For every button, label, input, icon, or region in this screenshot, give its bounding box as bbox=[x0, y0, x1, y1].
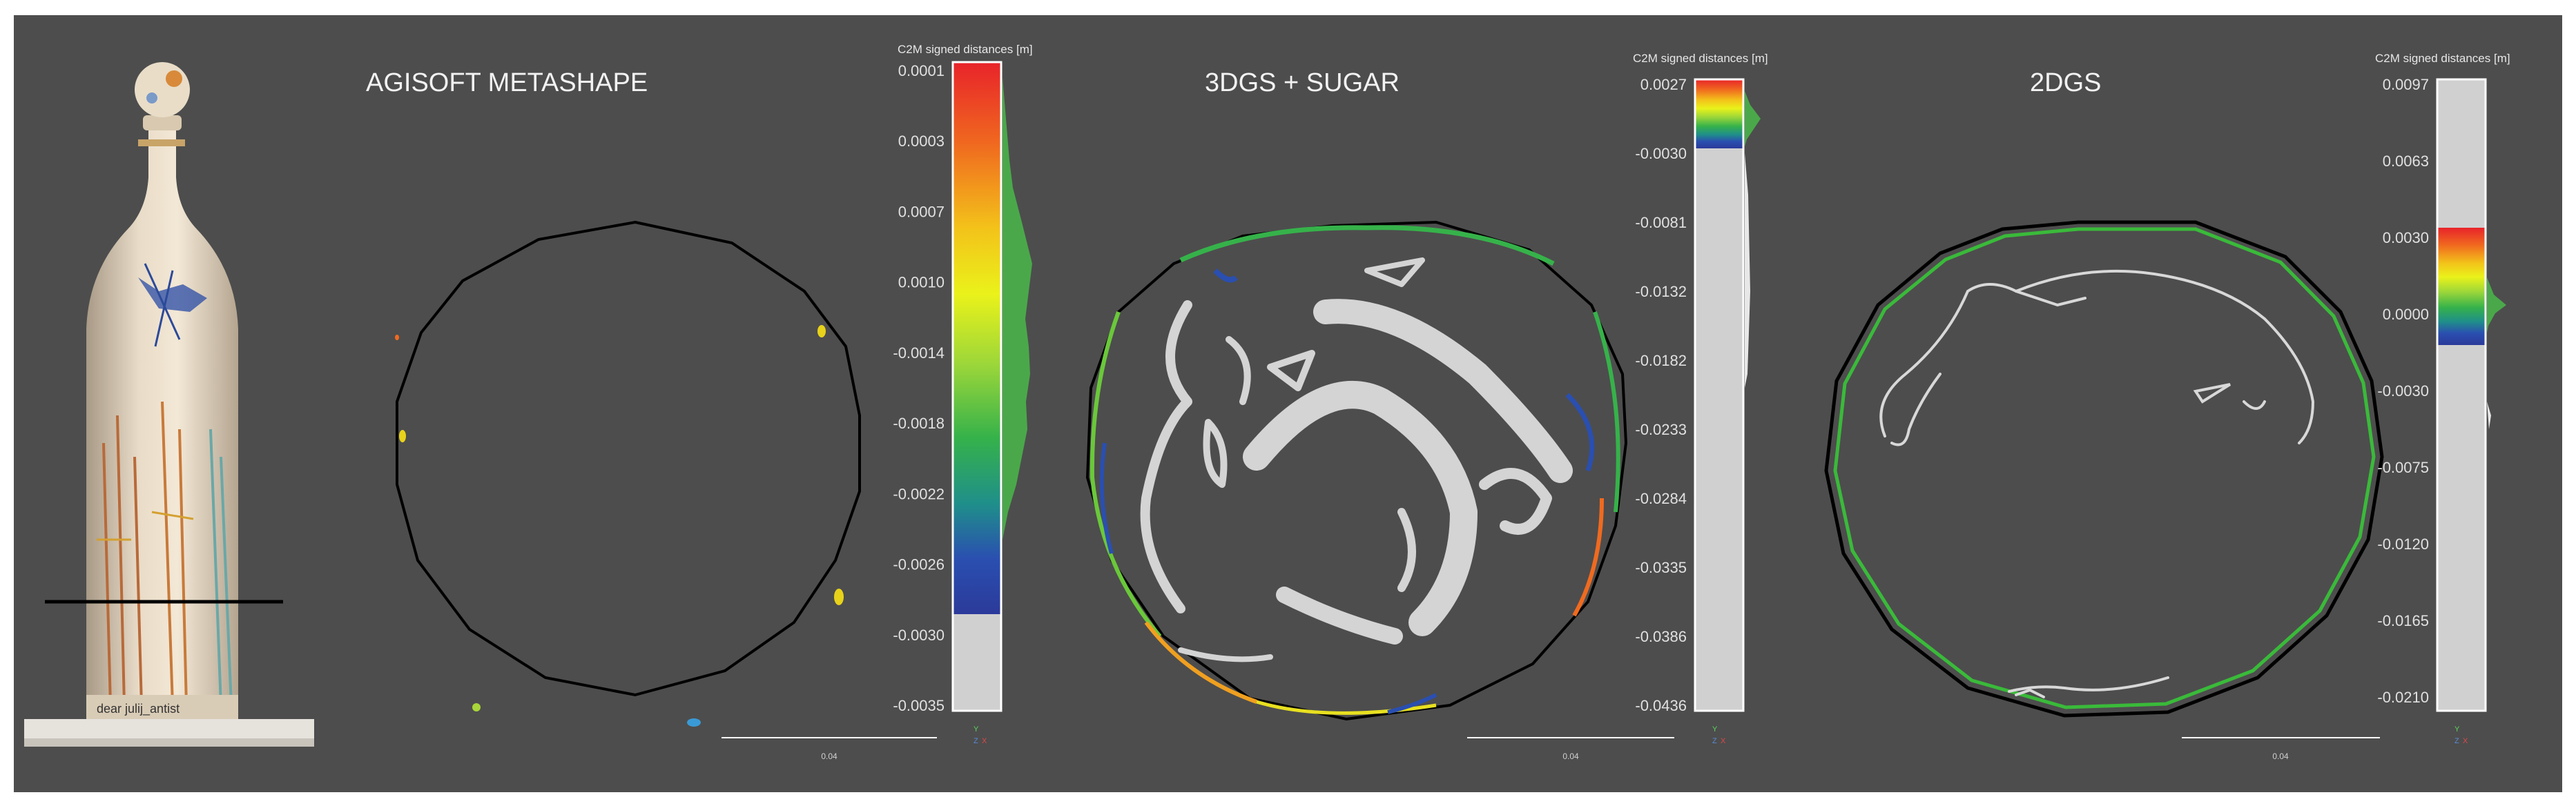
panel-title: 2DGS bbox=[2030, 68, 2101, 97]
colorbar-tick-label: -0.0120 bbox=[2377, 535, 2429, 553]
colorbar-tick-label: -0.0030 bbox=[2377, 382, 2429, 400]
colorbar-tick-label: 0.0007 bbox=[898, 203, 945, 220]
deviation-spot bbox=[817, 325, 826, 337]
panel-agisoft-metashape: AGISOFT METASHAPE C2M signed distances [… bbox=[366, 43, 1033, 761]
colorbar-tick-label: 0.0001 bbox=[898, 62, 945, 79]
colorbar-gradient bbox=[953, 62, 1001, 614]
panel-3dgs-sugar: 3DGS + SUGAR C2M signed distances [m] bbox=[1085, 52, 1768, 761]
colorbar-frame bbox=[951, 61, 1003, 712]
panel-2dgs: 2DGS C2M signed distances [m] 0.0097 0.00… bbox=[1824, 52, 2510, 761]
colorbar-title: C2M signed distances [m] bbox=[2375, 52, 2510, 65]
colorbar-tick-label: -0.0018 bbox=[893, 415, 945, 432]
panel-title: 3DGS + SUGAR bbox=[1205, 68, 1400, 97]
axis-y-letter: Y bbox=[2454, 725, 2460, 734]
colorbar-histogram bbox=[2487, 277, 2506, 333]
colorbar-tick-label: -0.0081 bbox=[1635, 214, 1687, 231]
colorbar-tick-label: -0.0026 bbox=[893, 556, 945, 573]
deviation-spot bbox=[472, 703, 481, 711]
deviation-spot bbox=[834, 589, 844, 605]
colorbar-tick-label: -0.0030 bbox=[1635, 145, 1687, 162]
deviation-spot bbox=[399, 430, 406, 442]
colorbar-tick-label: -0.0030 bbox=[893, 627, 945, 644]
colorbar-outofrange bbox=[1695, 148, 1743, 711]
bottle-photo: dear julij_antist bbox=[24, 62, 314, 747]
bottle-neck-ring bbox=[143, 115, 182, 130]
colorbar-tick-label: 0.0027 bbox=[1640, 76, 1687, 93]
bottle-label-text: dear julij_antist bbox=[97, 702, 180, 716]
colorbar-tick-label: 0.0097 bbox=[2383, 76, 2429, 93]
colorbar-tick-label: -0.0132 bbox=[1635, 283, 1687, 300]
colorbar-histogram bbox=[1745, 91, 1761, 146]
cross-section-outline bbox=[396, 220, 861, 697]
colorbar-tick-label: 0.0000 bbox=[2383, 306, 2429, 323]
colorbar-tick-label: -0.0022 bbox=[893, 485, 945, 502]
colorbar-outofrange bbox=[2437, 345, 2486, 711]
colorbar-tick-label: -0.0014 bbox=[893, 344, 945, 362]
colorbar-gradient bbox=[1695, 79, 1743, 148]
scale-label: 0.04 bbox=[2272, 751, 2289, 761]
colorbar-tick-label: -0.0035 bbox=[893, 697, 945, 714]
colorbar-tick-label: -0.0284 bbox=[1635, 490, 1687, 507]
colorbar-tick-label: 0.0063 bbox=[2383, 153, 2429, 170]
axis-x-letter: X bbox=[2463, 737, 2468, 745]
mesh-strips bbox=[1140, 257, 1573, 662]
colorbar-frame bbox=[1694, 78, 1745, 712]
scale-label: 0.04 bbox=[821, 751, 837, 761]
colorbar-outofrange bbox=[953, 614, 1001, 711]
colorbar-tick-label: 0.0010 bbox=[898, 274, 945, 291]
colorbar-tick-label: -0.0182 bbox=[1635, 352, 1687, 369]
colorbar-title: C2M signed distances [m] bbox=[898, 43, 1033, 56]
axis-z-letter: Z bbox=[2454, 737, 2459, 745]
axis-z-letter: Z bbox=[974, 737, 978, 745]
colorbar-tick-label: 0.0003 bbox=[898, 132, 945, 150]
axis-z-letter: Z bbox=[1712, 737, 1717, 745]
colorbar-outofrange bbox=[2437, 79, 2486, 228]
colorbar-tick-label: -0.0165 bbox=[2377, 612, 2429, 629]
axis-x-letter: X bbox=[982, 737, 987, 745]
figure-canvas: dear julij_antist AGISOFT METASHAPE C2M … bbox=[14, 15, 2562, 792]
colorbar-gradient bbox=[2437, 228, 2486, 345]
colorbar-tick-label: -0.0386 bbox=[1635, 628, 1687, 645]
colorbar-histogram bbox=[1003, 77, 1032, 540]
mesh-strips bbox=[1879, 269, 2315, 698]
cross-section-outline bbox=[1085, 220, 1628, 721]
panel-title: AGISOFT METASHAPE bbox=[366, 68, 648, 97]
colorbar-tick-label: -0.0436 bbox=[1635, 697, 1687, 714]
colorbar-tick-label: -0.0075 bbox=[2377, 459, 2429, 476]
colorbar-frame bbox=[2436, 78, 2487, 712]
cross-section-deviation bbox=[1833, 227, 2376, 709]
scale-label: 0.04 bbox=[1562, 751, 1579, 761]
colorbar-tick-label: -0.0335 bbox=[1635, 559, 1687, 576]
deviation-spot bbox=[687, 718, 701, 727]
deviation-spot bbox=[395, 335, 399, 340]
axis-x-letter: X bbox=[1721, 737, 1726, 745]
colorbar-title: C2M signed distances [m] bbox=[1633, 52, 1768, 65]
axis-y-letter: Y bbox=[1712, 725, 1718, 734]
colorbar-tick-label: -0.0210 bbox=[2377, 689, 2429, 706]
cross-section-outline bbox=[1824, 220, 2384, 718]
colorbar-tick-label: 0.0030 bbox=[2383, 229, 2429, 246]
axis-y-letter: Y bbox=[974, 725, 979, 734]
figure-svg: dear julij_antist AGISOFT METASHAPE C2M … bbox=[24, 43, 2510, 761]
colorbar-tick-label: -0.0233 bbox=[1635, 421, 1687, 438]
bottle-stopper bbox=[135, 62, 190, 117]
